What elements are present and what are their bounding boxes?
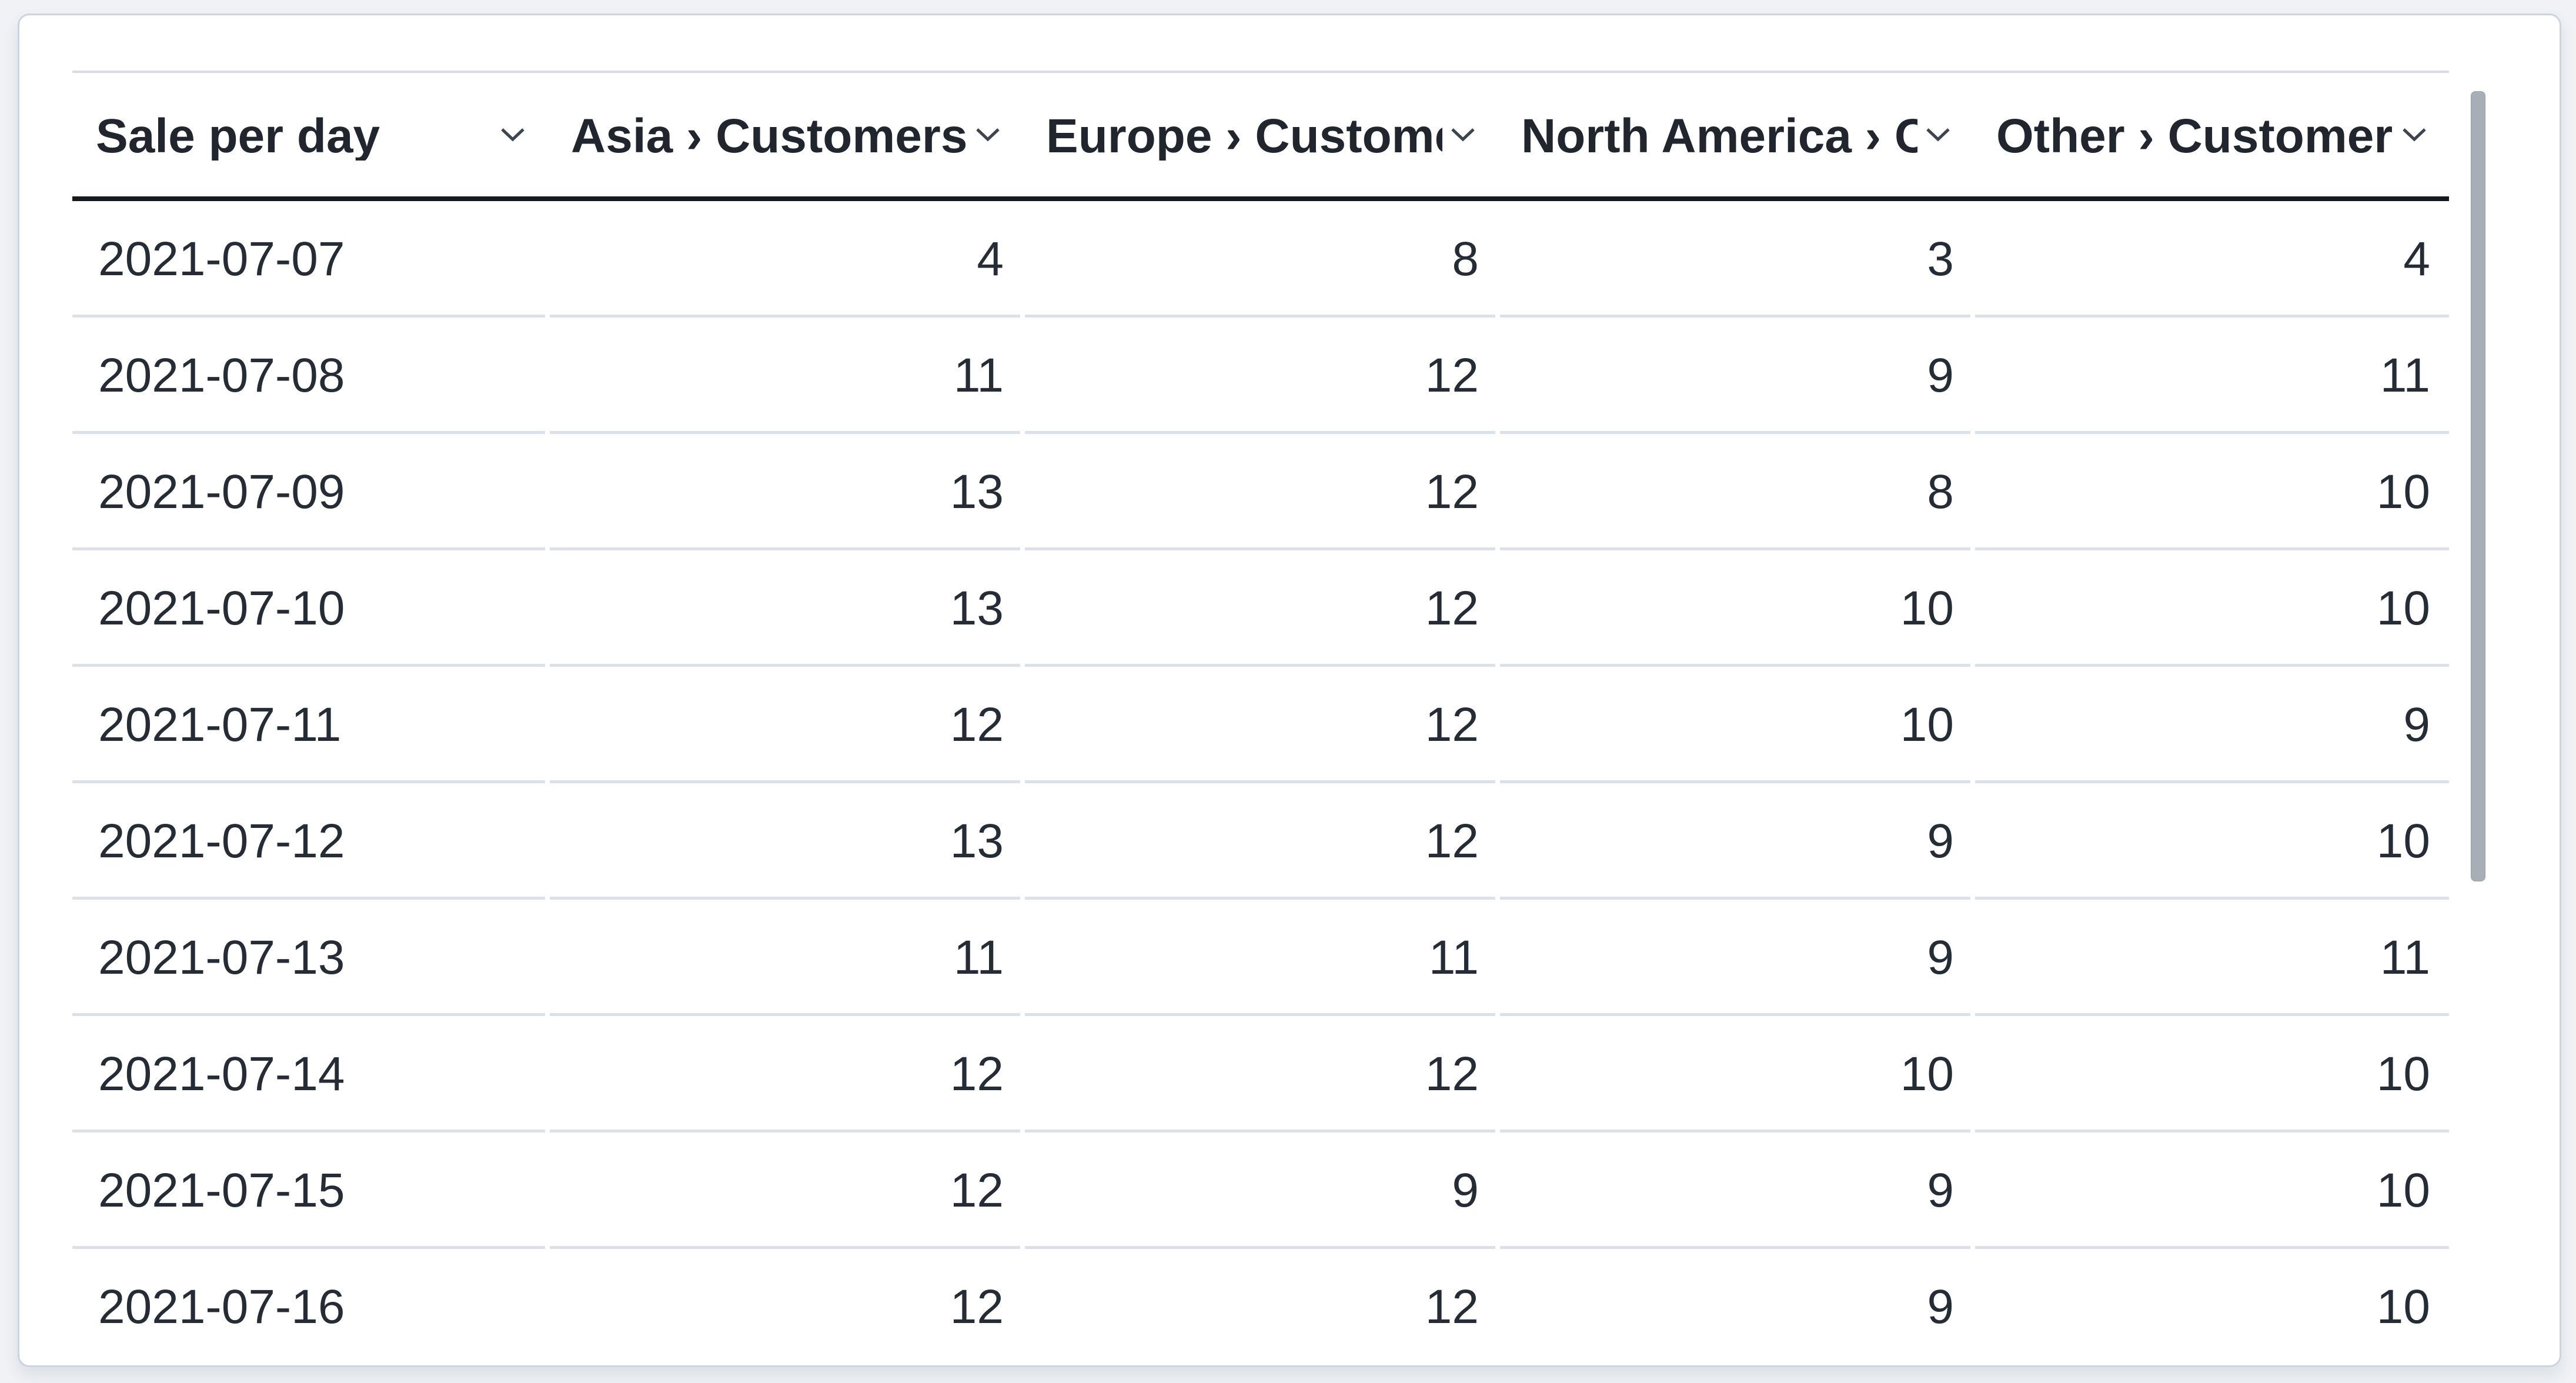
cell-date[interactable]: 2021-07-15 bbox=[72, 1133, 547, 1249]
column-header-label: Europe › Customers bbox=[1046, 109, 1442, 161]
cell-date[interactable]: 2021-07-08 bbox=[72, 318, 547, 434]
table-row: 2021-07-11 12 12 10 9 bbox=[72, 667, 2449, 783]
cell-north-america[interactable]: 9 bbox=[1498, 1133, 1973, 1249]
cell-europe[interactable]: 12 bbox=[1023, 434, 1498, 550]
column-header-sale-per-day[interactable]: Sale per day bbox=[72, 72, 547, 201]
cell-north-america[interactable]: 8 bbox=[1498, 434, 1973, 550]
cell-other[interactable]: 10 bbox=[2376, 1280, 2430, 1334]
cell-asia[interactable]: 13 bbox=[547, 550, 1023, 667]
column-header-label: Asia › Customers bbox=[571, 109, 967, 161]
cell-north-america[interactable]: 3 bbox=[1498, 199, 1973, 318]
cell-north-america[interactable]: 10 bbox=[1498, 550, 1973, 667]
column-header-label: North America › Customers bbox=[1521, 109, 1917, 161]
cell-asia[interactable]: 11 bbox=[547, 318, 1023, 434]
table-row: 2021-07-09 13 12 8 10 bbox=[72, 434, 2449, 550]
cell-asia[interactable]: 13 bbox=[547, 783, 1023, 900]
cell-north-america[interactable]: 10 bbox=[1498, 1016, 1973, 1133]
cell-date[interactable]: 2021-07-13 bbox=[72, 900, 547, 1016]
cell-other[interactable]: 11 bbox=[1973, 900, 2449, 1016]
cell-asia[interactable]: 12 bbox=[547, 1016, 1023, 1133]
cell-europe[interactable]: 12 bbox=[1425, 1280, 1479, 1334]
column-header-other-customers[interactable]: Other › Customers bbox=[1973, 72, 2449, 201]
chevron-down-icon[interactable] bbox=[1449, 126, 1476, 143]
chevron-down-icon[interactable] bbox=[2401, 126, 2428, 143]
cell-other[interactable]: 10 bbox=[1973, 1133, 2449, 1249]
table-visualization: Sale per day Asia › Customers bbox=[72, 71, 2449, 1365]
cell-asia[interactable]: 12 bbox=[547, 667, 1023, 783]
column-header-north-america-customers[interactable]: North America › Customers bbox=[1498, 72, 1973, 201]
cell-other[interactable]: 9 bbox=[1973, 667, 2449, 783]
table-row: 2021-07-10 13 12 10 10 bbox=[72, 550, 2449, 667]
cell-other[interactable]: 11 bbox=[1973, 318, 2449, 434]
table-row: 2021-07-13 11 11 9 11 bbox=[72, 900, 2449, 1016]
cell-north-america[interactable]: 9 bbox=[1498, 318, 1973, 434]
cell-date[interactable]: 2021-07-10 bbox=[72, 550, 547, 667]
cell-other[interactable]: 10 bbox=[1973, 550, 2449, 667]
chevron-down-icon[interactable] bbox=[1925, 126, 1952, 143]
table-row: 2021-07-07 4 8 3 4 bbox=[72, 199, 2449, 318]
table-row: 2021-07-08 11 12 9 11 bbox=[72, 318, 2449, 434]
vertical-scrollbar-thumb[interactable] bbox=[2471, 91, 2485, 881]
cell-date[interactable]: 2021-07-16 bbox=[98, 1280, 345, 1334]
column-header-label: Sale per day bbox=[96, 109, 380, 161]
cell-other[interactable]: 10 bbox=[1973, 1016, 2449, 1133]
table-row: 2021-07-16 12 12 9 10 bbox=[72, 1249, 2449, 1365]
cell-date[interactable]: 2021-07-09 bbox=[72, 434, 547, 550]
cell-date[interactable]: 2021-07-14 bbox=[72, 1016, 547, 1133]
table-card: Sale per day Asia › Customers bbox=[18, 14, 2561, 1367]
column-header-asia-customers[interactable]: Asia › Customers bbox=[547, 72, 1023, 201]
cell-asia[interactable]: 12 bbox=[950, 1280, 1004, 1334]
cell-date[interactable]: 2021-07-12 bbox=[72, 783, 547, 900]
chevron-down-icon[interactable] bbox=[974, 126, 1001, 143]
cell-europe[interactable]: 12 bbox=[1023, 1016, 1498, 1133]
data-table: Sale per day Asia › Customers bbox=[72, 71, 2449, 1365]
cell-date[interactable]: 2021-07-11 bbox=[72, 667, 547, 783]
cell-asia[interactable]: 4 bbox=[547, 199, 1023, 318]
cell-asia[interactable]: 12 bbox=[547, 1133, 1023, 1249]
table-row: 2021-07-14 12 12 10 10 bbox=[72, 1016, 2449, 1133]
table-row: 2021-07-12 13 12 9 10 bbox=[72, 783, 2449, 900]
cell-north-america[interactable]: 9 bbox=[1498, 783, 1973, 900]
cell-europe[interactable]: 12 bbox=[1023, 667, 1498, 783]
column-header-label: Other › Customers bbox=[1996, 109, 2394, 161]
cell-europe[interactable]: 12 bbox=[1023, 783, 1498, 900]
cell-asia[interactable]: 13 bbox=[547, 434, 1023, 550]
cell-other[interactable]: 10 bbox=[1973, 783, 2449, 900]
cell-other[interactable]: 4 bbox=[1973, 199, 2449, 318]
cell-north-america[interactable]: 9 bbox=[1498, 900, 1973, 1016]
table-body: 2021-07-07 4 8 3 4 2021-07-08 11 12 9 11… bbox=[72, 199, 2449, 1365]
cell-date[interactable]: 2021-07-07 bbox=[72, 199, 547, 318]
chevron-down-icon[interactable] bbox=[499, 126, 526, 143]
cell-europe[interactable]: 12 bbox=[1023, 318, 1498, 434]
table-header: Sale per day Asia › Customers bbox=[72, 72, 2449, 201]
cell-north-america[interactable]: 10 bbox=[1498, 667, 1973, 783]
cell-north-america[interactable]: 9 bbox=[1927, 1280, 1954, 1334]
header-row: Sale per day Asia › Customers bbox=[72, 72, 2449, 201]
cell-asia[interactable]: 11 bbox=[547, 900, 1023, 1016]
cell-europe[interactable]: 12 bbox=[1023, 550, 1498, 667]
column-header-europe-customers[interactable]: Europe › Customers bbox=[1023, 72, 1498, 201]
cell-europe[interactable]: 11 bbox=[1023, 900, 1498, 1016]
cell-europe[interactable]: 8 bbox=[1023, 199, 1498, 318]
table-row: 2021-07-15 12 9 9 10 bbox=[72, 1133, 2449, 1249]
cell-other[interactable]: 10 bbox=[1973, 434, 2449, 550]
cell-europe[interactable]: 9 bbox=[1023, 1133, 1498, 1249]
